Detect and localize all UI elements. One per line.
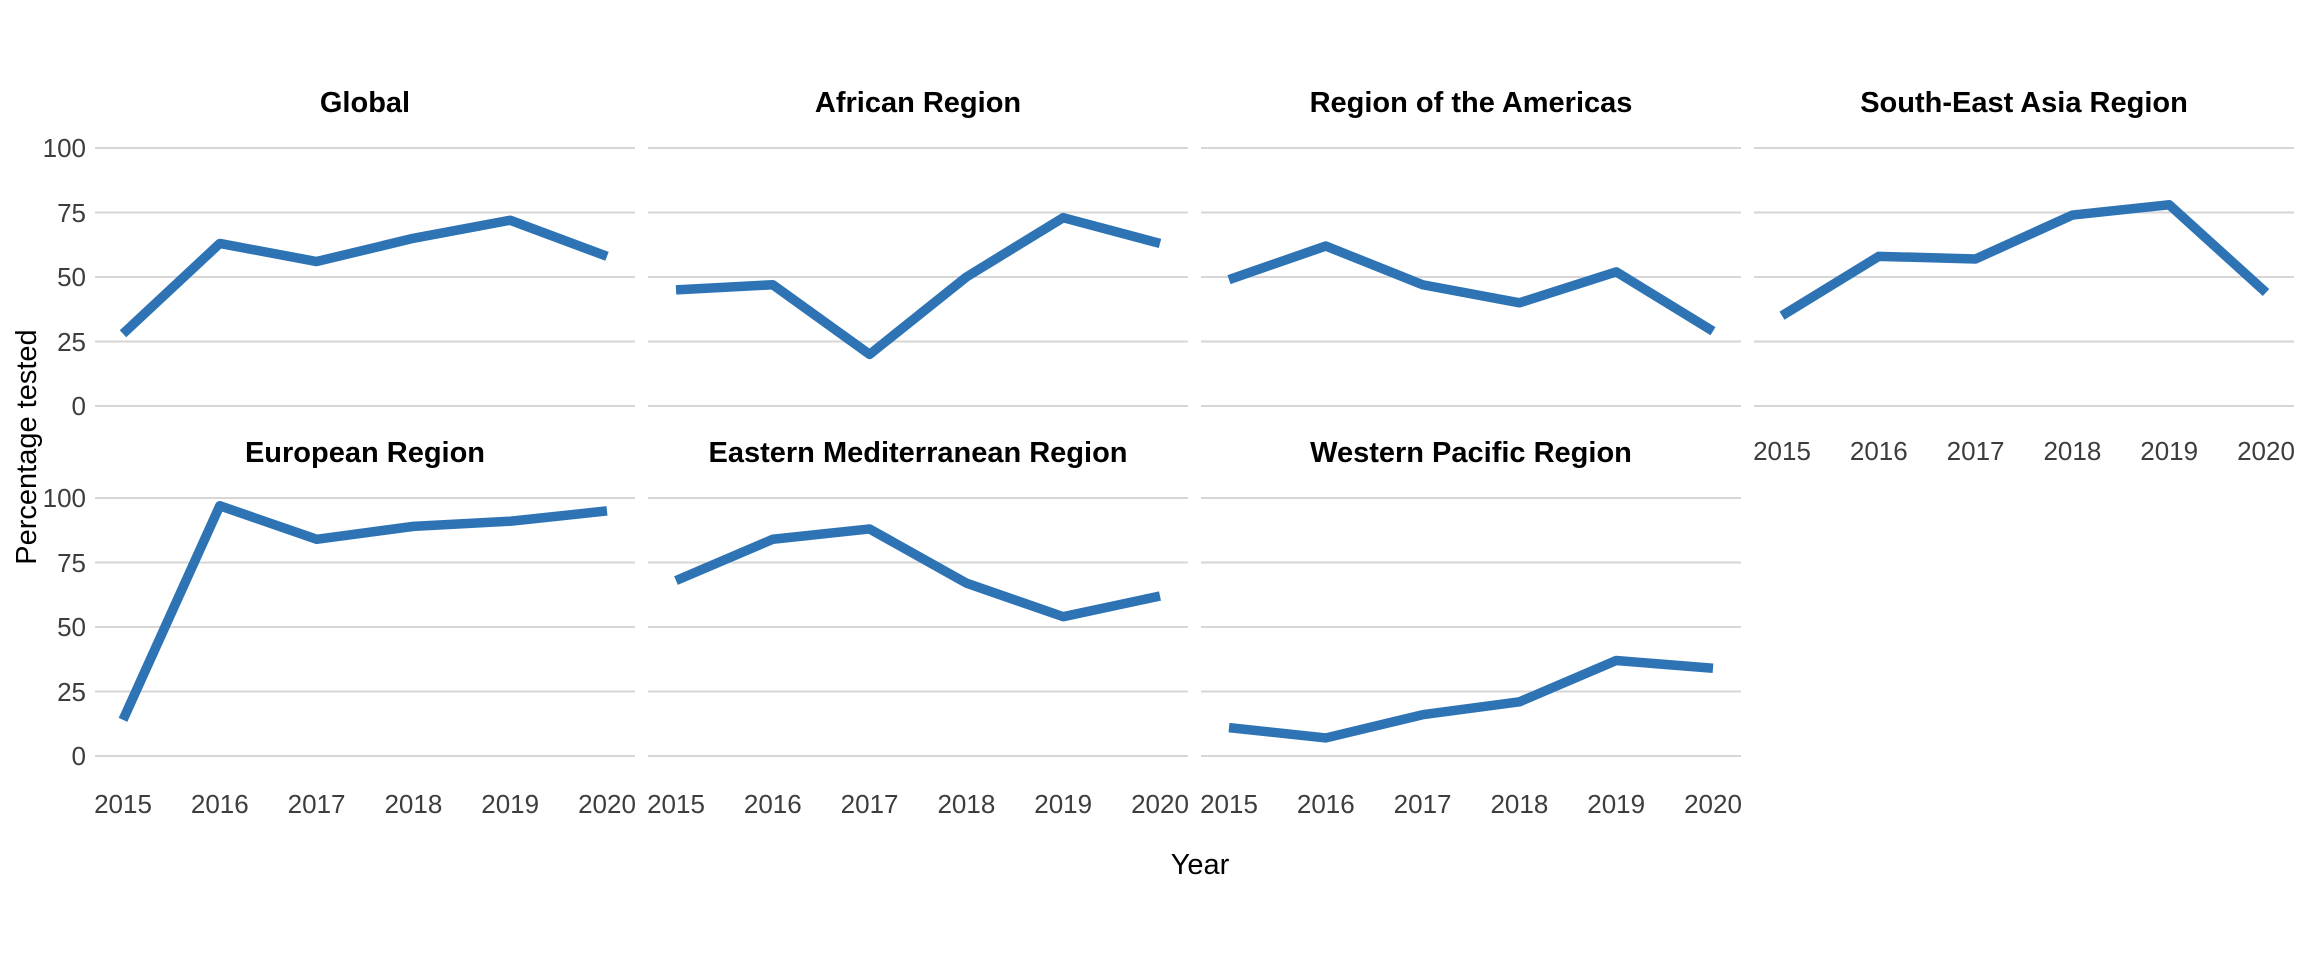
facet-plot [95, 497, 635, 757]
x-tick-label: 2019 [1034, 789, 1093, 819]
x-axis-ticks: 2015 2016 2017 2018 2019 2020 [647, 789, 1189, 819]
facet-panel [95, 130, 635, 420]
y-tick-label: 25 [57, 676, 86, 707]
y-tick-label: 0 [71, 391, 86, 421]
data-line [675, 212, 1162, 360]
facet-title: Region of the Americas [1309, 87, 1633, 119]
x-tick-label: 2017 [287, 789, 346, 819]
y-axis-ticks: 0 25 50 75 100 [0, 480, 88, 771]
x-tick-label: 2020 [1684, 789, 1742, 819]
x-tick-label: 2018 [384, 789, 443, 819]
facet-plot [95, 147, 635, 407]
x-tick-label: 2015 [1753, 436, 1811, 466]
data-line [1228, 655, 1714, 743]
facet-title: South-East Asia Region [1860, 87, 2188, 119]
x-tick-label: 2016 [190, 789, 249, 819]
facet-panel [1201, 130, 1741, 420]
x-tick-label: 2016 [743, 789, 802, 819]
y-tick-label: 100 [42, 133, 86, 163]
data-line [1779, 200, 2270, 320]
facet-title: Eastern Mediterranean Region [708, 437, 1128, 469]
facet-plot [1201, 147, 1741, 407]
x-axis-title: Year [1170, 849, 1230, 881]
data-line [674, 524, 1161, 622]
x-tick-label: 2015 [94, 789, 152, 819]
y-tick-label: 25 [57, 326, 86, 357]
y-tick-label: 100 [42, 483, 86, 513]
y-tick-label: 50 [57, 612, 86, 642]
x-axis-ticks: 2015 2016 2017 2018 2019 2020 [1753, 436, 2295, 466]
x-tick-label: 2019 [2140, 436, 2199, 466]
x-tick-label: 2020 [1131, 789, 1189, 819]
y-tick-label: 75 [57, 547, 86, 578]
facet-panel [648, 480, 1188, 770]
x-tick-label: 2015 [647, 789, 705, 819]
facet-plot [1201, 497, 1741, 757]
x-tick-label: 2018 [2043, 436, 2102, 466]
facet-title: European Region [244, 437, 486, 469]
x-tick-label: 2016 [1296, 789, 1355, 819]
x-tick-label: 2017 [840, 789, 899, 819]
facet-title: Global [319, 87, 411, 119]
facet-panel [95, 480, 635, 770]
facet-panel [1201, 480, 1741, 770]
y-tick-label: 50 [57, 262, 86, 292]
x-tick-label: 2020 [2237, 436, 2295, 466]
facet-plot [1754, 147, 2294, 407]
facet-panel [1754, 130, 2294, 420]
y-axis-ticks: 0 25 50 75 100 [0, 130, 88, 421]
x-tick-label: 2015 [1200, 789, 1258, 819]
x-tick-label: 2017 [1946, 436, 2005, 466]
x-tick-label: 2018 [1490, 789, 1549, 819]
x-axis-ticks: 2015 2016 2017 2018 2019 2020 [94, 789, 636, 819]
x-tick-label: 2020 [578, 789, 636, 819]
x-tick-label: 2019 [1587, 789, 1646, 819]
x-tick-label: 2016 [1849, 436, 1908, 466]
x-axis-ticks: 2015 2016 2017 2018 2019 2020 [1200, 789, 1742, 819]
x-tick-label: 2018 [937, 789, 996, 819]
facet-title: Western Pacific Region [1310, 437, 1632, 469]
facet-plot [648, 147, 1188, 407]
x-tick-label: 2017 [1393, 789, 1452, 819]
x-tick-label: 2019 [481, 789, 540, 819]
data-line [118, 500, 608, 722]
data-line [1227, 241, 1716, 336]
y-tick-label: 75 [57, 197, 86, 228]
facet-title: African Region [814, 87, 1022, 119]
facet-plot [648, 497, 1188, 757]
facet-panel [648, 130, 1188, 420]
y-tick-label: 0 [71, 741, 86, 771]
data-line [119, 215, 609, 338]
